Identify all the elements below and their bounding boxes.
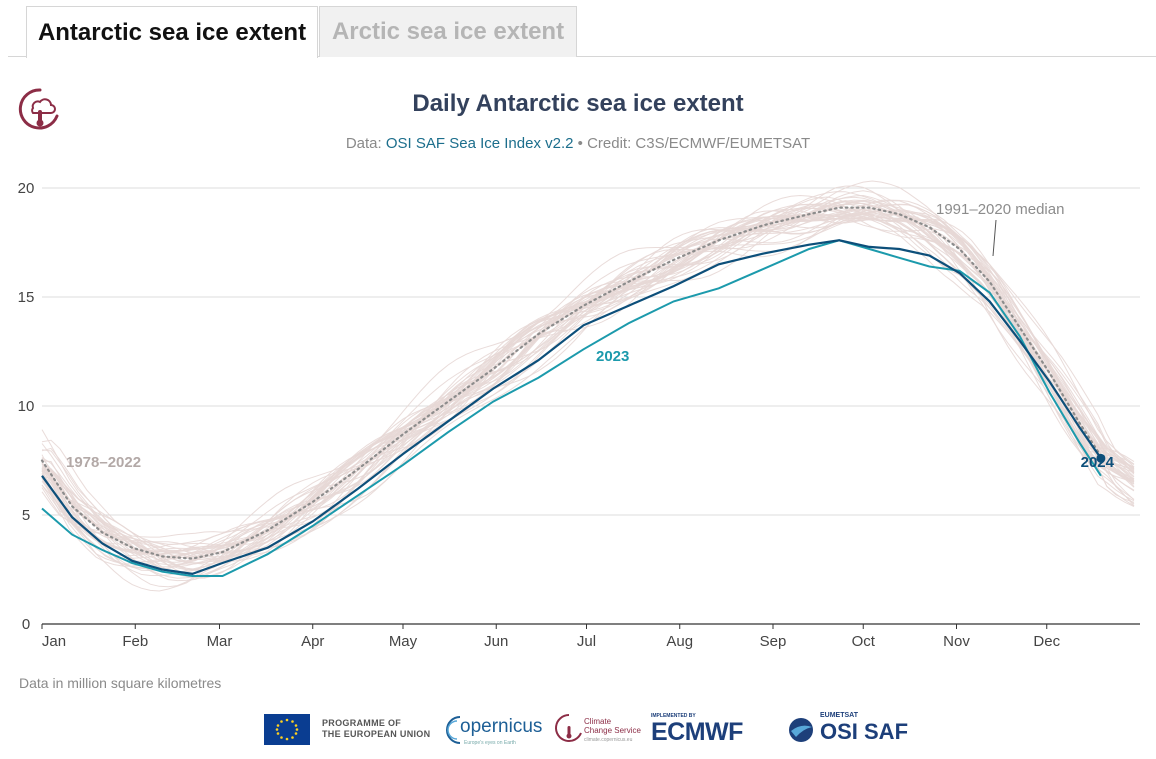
historical-year-line: [41, 180, 1135, 538]
historical-year-line: [41, 210, 1135, 579]
series-2023-line: [41, 239, 1102, 577]
tab-bar-divider: [8, 56, 1156, 57]
historical-year-line: [41, 212, 1135, 582]
tab-bar: Antarctic sea ice extent Arctic sea ice …: [0, 0, 1156, 58]
ecmwf-wordmark: ECMWF: [651, 718, 743, 746]
c3s-wordmark: Climate Change Service: [584, 717, 641, 735]
y-tick-label: 5: [22, 507, 30, 524]
historical-year-line: [41, 194, 1135, 551]
x-tick-label: Nov: [943, 633, 970, 650]
chart-subtitle: Data: OSI SAF Sea Ice Index v2.2 • Credi…: [0, 135, 1156, 152]
c3s-logo-icon: [555, 714, 582, 742]
historical-year-line: [41, 213, 1135, 574]
series-2024-line: [41, 239, 1102, 576]
historical-year-line: [41, 217, 1135, 567]
historical-year-line: [41, 217, 1135, 579]
eu-line-1: PROGRAMME OF: [322, 718, 402, 728]
eu-programme-text: PROGRAMME OF THE EUROPEAN UNION: [322, 718, 430, 740]
osi-saf-eumetsat: EUMETSAT: [820, 712, 858, 719]
x-tick-label: Apr: [301, 633, 324, 650]
median-label-pointer: [992, 219, 997, 257]
y-tick-label: 0: [22, 616, 30, 633]
ecmwf-implemented-by: IMPLEMENTED BY: [651, 713, 696, 719]
x-tick-label: Jan: [42, 633, 66, 650]
historical-year-line: [41, 185, 1135, 555]
copernicus-tagline: Europe's eyes on Earth: [464, 740, 516, 746]
x-tick-label: Jun: [484, 633, 508, 650]
chart-title: Daily Antarctic sea ice extent: [412, 90, 744, 117]
sea-ice-chart: 0 5 10 15 20 Jan Feb Mar Apr May Jun Jul Aug Sep Oct No…: [18, 180, 1140, 650]
x-tick-label: May: [389, 633, 418, 650]
x-tick-label: Feb: [122, 633, 148, 650]
eu-flag-icon: [264, 714, 310, 745]
subtitle-credit: • Credit: C3S/ECMWF/EUMETSAT: [573, 135, 811, 152]
partner-logos: PROGRAMME OF THE EUROPEAN UNION opernicu…: [0, 706, 1156, 754]
historical-year-line: [41, 199, 1135, 554]
c3s-tagline: climate.copernicus.eu: [584, 737, 633, 743]
y-tick-label: 10: [18, 398, 35, 415]
chart-labels: 1978–2022 2023 2024 1991–2020 median: [66, 201, 1115, 471]
median-line: [40, 206, 1102, 560]
x-tick-label: Jul: [577, 633, 596, 650]
c3s-line-2: Change Service: [584, 726, 641, 735]
copernicus-wordmark: opernicus: [460, 716, 543, 737]
series-lines: [40, 206, 1106, 577]
x-tick-label: Oct: [852, 633, 876, 650]
x-tick-label: Sep: [760, 633, 787, 650]
eu-line-2: THE EUROPEAN UNION: [322, 729, 431, 739]
historical-year-line: [41, 202, 1135, 564]
historical-year-line: [41, 209, 1135, 573]
historical-year-line: [41, 203, 1135, 558]
subtitle-prefix: Data:: [345, 135, 386, 152]
range-label: 1978–2022: [66, 454, 141, 471]
x-tick-label: Dec: [1033, 633, 1060, 650]
label-2024: 2024: [1081, 454, 1115, 471]
osi-saf-logo-icon: [789, 718, 813, 742]
historical-year-line: [41, 210, 1135, 588]
grid: 0 5 10 15 20 Jan Feb Mar Apr May Jun Jul Aug Sep Oct No…: [18, 180, 1140, 650]
osi-saf-wordmark: OSI SAF: [820, 719, 909, 744]
historical-year-line: [41, 199, 1135, 545]
data-source-link[interactable]: OSI SAF Sea Ice Index v2.2: [385, 135, 574, 152]
historical-year-line: [41, 203, 1135, 555]
c3s-line-1: Climate: [584, 717, 612, 726]
label-2023: 2023: [596, 348, 629, 365]
median-label: 1991–2020 median: [936, 201, 1064, 218]
historical-year-line: [41, 196, 1135, 565]
series-2024-endpoint: [1096, 453, 1106, 463]
tab-antarctic[interactable]: Antarctic sea ice extent: [26, 6, 318, 58]
climate-thermometer-icon: [18, 88, 59, 130]
copernicus-logo-icon: [446, 716, 461, 744]
x-tick-label: Mar: [207, 633, 233, 650]
y-tick-label: 15: [18, 289, 35, 306]
historical-years-lines: [41, 180, 1135, 592]
x-tick-label: Aug: [666, 633, 693, 650]
units-footnote: Data in million square kilometres: [19, 675, 222, 691]
y-tick-label: 20: [18, 180, 35, 197]
tab-arctic[interactable]: Arctic sea ice extent: [319, 6, 577, 57]
